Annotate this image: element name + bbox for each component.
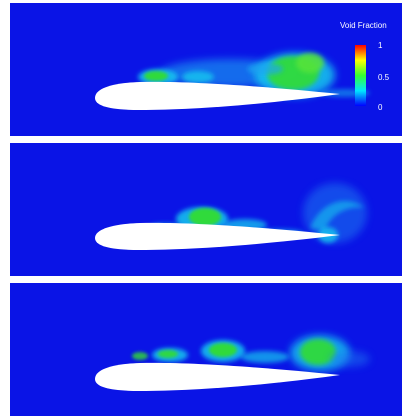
void-fraction-colorbar <box>355 45 366 106</box>
colorbar-tick-max: 1 <box>378 41 383 50</box>
legend-title: Void Fraction <box>340 21 387 30</box>
simulation-panel-1: Void Fraction 1 0.5 0 <box>10 3 402 136</box>
cavity-clouds <box>138 53 370 97</box>
hydrofoil <box>95 81 340 110</box>
hydrofoil <box>95 362 340 391</box>
simulation-panel-3 <box>10 283 402 416</box>
colorbar-tick-mid: 0.5 <box>378 73 390 82</box>
colorbar-tick-min: 0 <box>378 103 383 112</box>
cavity-clouds <box>132 335 370 371</box>
hydrofoil <box>95 222 340 250</box>
simulation-panel-2 <box>10 143 402 276</box>
